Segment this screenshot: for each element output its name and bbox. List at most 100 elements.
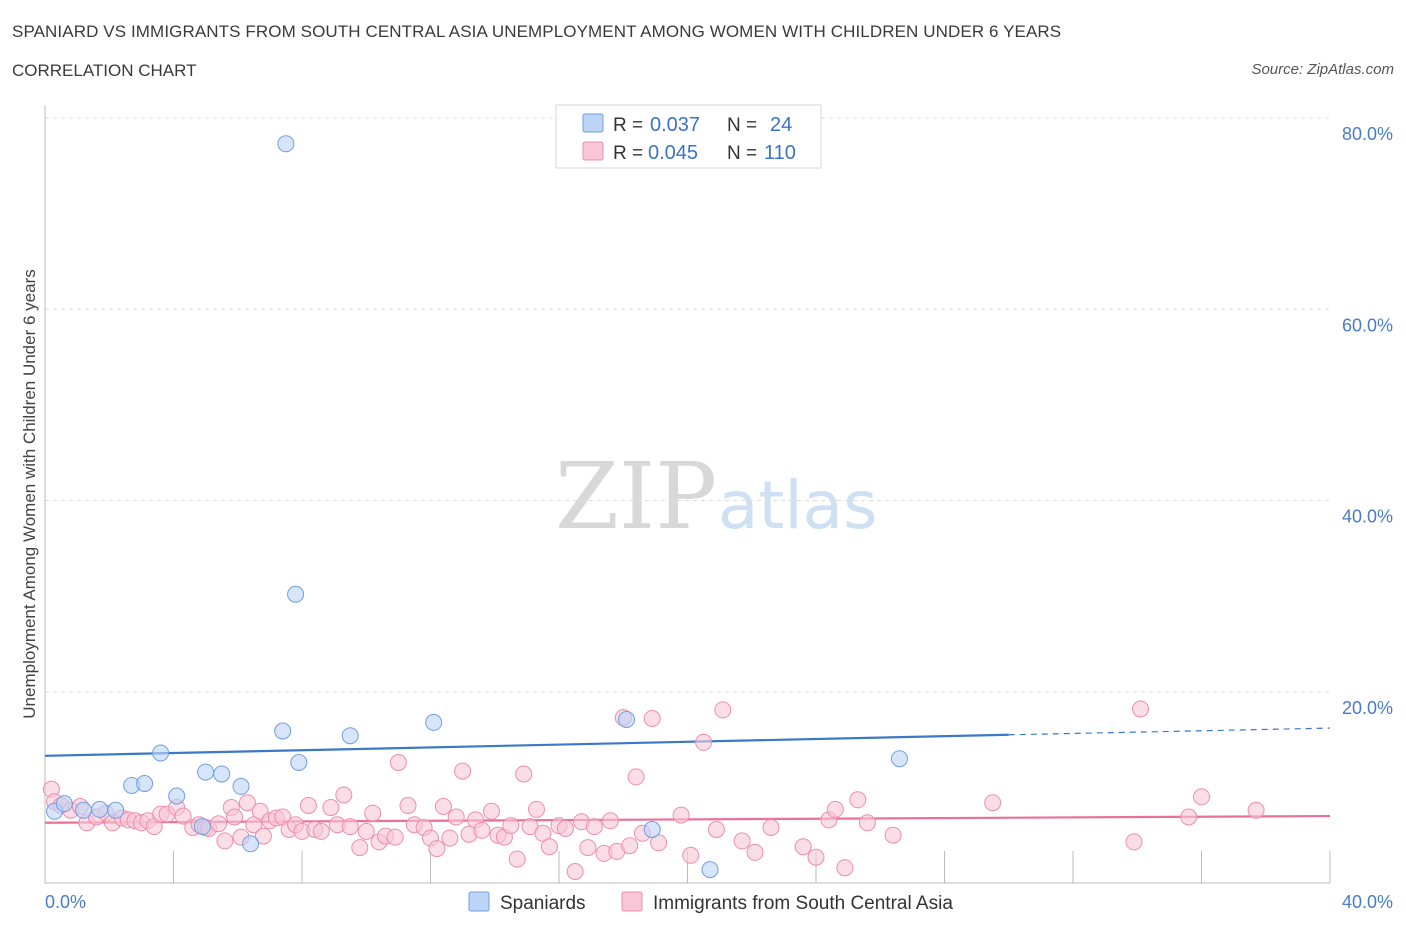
point-immigrants-38 xyxy=(299,797,317,814)
point-immigrants-81 xyxy=(601,812,619,830)
y-tick-labels: 20.0% 40.0% 60.0% 80.0% xyxy=(1342,124,1393,718)
point-immigrants-103 xyxy=(858,814,876,832)
point-immigrants-75 xyxy=(556,820,574,837)
legend-n-label-1: N = xyxy=(727,115,757,136)
point-immigrants-24 xyxy=(216,832,234,850)
point-immigrants-44 xyxy=(341,818,359,836)
point-immigrants-52 xyxy=(399,797,417,814)
bottom-swatch-spaniards xyxy=(468,891,490,912)
point-spaniards-2 xyxy=(75,801,92,819)
point-spaniards-18 xyxy=(341,727,359,745)
point-spaniards-4 xyxy=(107,801,125,819)
point-immigrants-43 xyxy=(335,786,353,804)
point-spaniards-3 xyxy=(91,800,109,818)
point-spaniards-20 xyxy=(618,711,635,728)
point-immigrants-97 xyxy=(794,838,812,856)
point-immigrants-102 xyxy=(849,791,867,809)
point-immigrants-79 xyxy=(585,818,603,836)
point-immigrants-41 xyxy=(322,799,340,816)
bottom-swatch-immigrants xyxy=(621,891,643,912)
point-immigrants-18 xyxy=(174,807,192,825)
legend-r-label-1: R = xyxy=(613,115,643,136)
legend-swatch-immigrants xyxy=(582,141,604,161)
point-spaniards-11 xyxy=(213,765,231,783)
point-immigrants-64 xyxy=(483,802,500,820)
axes xyxy=(44,105,1331,884)
point-immigrants-96 xyxy=(762,819,780,836)
point-immigrants-67 xyxy=(502,817,520,835)
point-immigrants-92 xyxy=(707,821,725,838)
y-tick-label-40: 40.0% xyxy=(1342,507,1393,527)
point-immigrants-101 xyxy=(836,859,854,877)
x-tick-label-min: 0.0% xyxy=(45,892,86,912)
point-immigrants-45 xyxy=(351,839,369,857)
y-tick-label-20: 20.0% xyxy=(1342,698,1393,718)
point-spaniards-23 xyxy=(891,750,908,768)
legend-r-value-2: 0.045 xyxy=(648,142,698,164)
point-spaniards-12 xyxy=(232,777,250,795)
y-axis-label: Unemployment Among Women with Children U… xyxy=(20,269,39,718)
chart-subtitle: CORRELATION CHART xyxy=(12,61,197,80)
legend-r-value-1: 0.037 xyxy=(650,114,700,136)
point-immigrants-104 xyxy=(884,826,902,844)
point-immigrants-100 xyxy=(826,800,844,818)
point-immigrants-109 xyxy=(1193,788,1210,806)
point-immigrants-26 xyxy=(226,808,243,826)
point-spaniards-21 xyxy=(643,821,661,838)
x-tick-labels: 0.0% 40.0% xyxy=(45,892,1393,912)
point-spaniards-6 xyxy=(136,775,154,792)
watermark: ZIP atlas xyxy=(555,443,878,550)
y-tick-label-60: 60.0% xyxy=(1342,315,1393,335)
point-immigrants-84 xyxy=(621,837,639,855)
point-immigrants-56 xyxy=(428,840,446,858)
legend-n-label-2: N = xyxy=(727,143,757,164)
point-spaniards-10 xyxy=(197,763,215,781)
point-spaniards-17 xyxy=(290,754,308,771)
legend-swatch-spaniards xyxy=(582,113,604,133)
series-legend: Spaniards Immigrants from South Central … xyxy=(468,891,953,914)
bottom-legend-spaniards: Spaniards xyxy=(500,893,586,914)
point-immigrants-90 xyxy=(682,846,700,864)
chart-title: SPANIARD VS IMMIGRANTS FROM SOUTH CENTRA… xyxy=(12,22,1062,41)
point-immigrants-95 xyxy=(746,843,764,861)
point-immigrants-98 xyxy=(807,848,825,866)
point-immigrants-91 xyxy=(695,733,713,751)
point-immigrants-23 xyxy=(210,815,227,833)
point-immigrants-93 xyxy=(714,701,732,719)
point-immigrants-110 xyxy=(1247,801,1265,819)
point-immigrants-59 xyxy=(447,808,465,826)
point-immigrants-106 xyxy=(1125,833,1143,851)
point-spaniards-8 xyxy=(168,787,186,805)
point-immigrants-89 xyxy=(672,806,690,824)
watermark-zip: ZIP xyxy=(555,443,717,550)
point-immigrants-51 xyxy=(389,754,407,771)
point-immigrants-73 xyxy=(540,838,558,856)
point-immigrants-76 xyxy=(566,863,584,880)
legend-n-value-1: 24 xyxy=(770,114,792,136)
point-spaniards-9 xyxy=(193,818,211,836)
point-immigrants-85 xyxy=(627,768,645,786)
point-spaniards-14 xyxy=(274,722,292,740)
y-tick-label-80: 80.0% xyxy=(1342,124,1393,144)
point-immigrants-58 xyxy=(441,829,459,847)
point-immigrants-105 xyxy=(984,794,1002,812)
point-immigrants-31 xyxy=(254,827,272,845)
point-spaniards-1 xyxy=(55,795,73,813)
gridlines xyxy=(45,117,1330,693)
trend-line-spaniards xyxy=(44,733,1009,757)
watermark-atlas: atlas xyxy=(718,467,878,544)
point-immigrants-50 xyxy=(386,828,404,846)
point-immigrants-28 xyxy=(238,794,256,812)
legend-n-value-2: 110 xyxy=(764,142,796,164)
point-immigrants-87 xyxy=(643,710,661,727)
point-immigrants-46 xyxy=(357,822,375,840)
source-label: Source: ZipAtlas.com xyxy=(1251,61,1394,78)
bottom-legend-immigrants: Immigrants from South Central Asia xyxy=(653,893,953,914)
point-immigrants-108 xyxy=(1180,808,1198,826)
point-immigrants-94 xyxy=(733,832,751,850)
trend-line-spaniards-extension xyxy=(1008,727,1331,736)
x-tick-label-max: 40.0% xyxy=(1342,892,1393,912)
point-spaniards-19 xyxy=(425,713,443,731)
point-immigrants-40 xyxy=(312,822,330,840)
point-immigrants-71 xyxy=(528,800,545,818)
